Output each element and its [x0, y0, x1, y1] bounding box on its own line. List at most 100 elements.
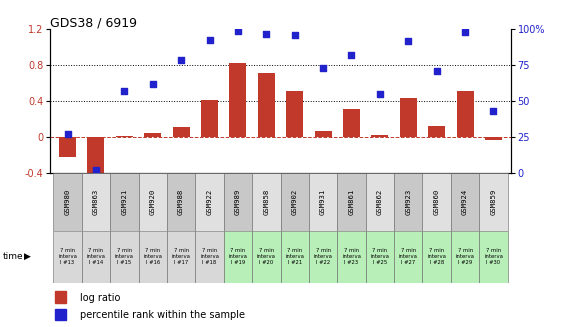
Bar	[451, 231, 479, 283]
Text: 7 min
interva
l #17: 7 min interva l #17	[172, 249, 191, 265]
Bar	[110, 173, 139, 231]
Point	[461, 30, 470, 35]
Text: GSM902: GSM902	[292, 189, 298, 215]
Text: GSM858: GSM858	[263, 189, 269, 215]
Text: GSM980: GSM980	[65, 189, 71, 215]
Text: 7 min
interva
l #22: 7 min interva l #22	[314, 249, 333, 265]
Text: GSM863: GSM863	[93, 189, 99, 215]
Point	[91, 168, 100, 173]
Text: 7 min
interva
l #25: 7 min interva l #25	[370, 249, 389, 265]
Text: GSM862: GSM862	[377, 189, 383, 215]
Bar	[55, 291, 66, 303]
Text: GSM924: GSM924	[462, 189, 468, 215]
Bar	[82, 173, 110, 231]
Bar	[366, 173, 394, 231]
Bar	[139, 173, 167, 231]
Bar	[116, 136, 133, 137]
Text: GSM861: GSM861	[348, 189, 355, 215]
Point	[404, 38, 413, 43]
Bar	[224, 231, 252, 283]
Bar	[343, 109, 360, 137]
Text: percentile rank within the sample: percentile rank within the sample	[80, 310, 245, 320]
Bar	[224, 173, 252, 231]
Bar	[53, 231, 82, 283]
Bar	[394, 173, 422, 231]
Bar	[201, 100, 218, 137]
Bar	[252, 173, 280, 231]
Bar	[229, 63, 246, 137]
Bar	[82, 231, 110, 283]
Bar	[428, 126, 445, 137]
Text: GSM920: GSM920	[150, 189, 156, 215]
Bar	[144, 133, 161, 137]
Text: 7 min
interva
l #21: 7 min interva l #21	[285, 249, 304, 265]
Point	[262, 31, 271, 36]
Bar	[258, 73, 275, 137]
Text: GSM922: GSM922	[206, 189, 213, 215]
Bar	[280, 173, 309, 231]
Text: 7 min
interva
l #29: 7 min interva l #29	[456, 249, 475, 265]
Text: 7 min
interva
l #19: 7 min interva l #19	[228, 249, 247, 265]
Bar	[195, 173, 224, 231]
Text: 7 min
interva
l #27: 7 min interva l #27	[399, 249, 418, 265]
Bar	[195, 231, 224, 283]
Bar	[457, 91, 473, 137]
Bar	[337, 231, 366, 283]
Point	[290, 33, 299, 38]
Text: GSM860: GSM860	[434, 189, 440, 215]
Text: ▶: ▶	[24, 252, 31, 261]
Text: GSM931: GSM931	[320, 189, 326, 215]
Bar	[309, 173, 337, 231]
Bar	[280, 231, 309, 283]
Bar	[485, 137, 502, 140]
Bar	[110, 231, 139, 283]
Bar	[88, 137, 104, 181]
Bar	[167, 231, 195, 283]
Text: 7 min
interva
l #23: 7 min interva l #23	[342, 249, 361, 265]
Bar	[394, 231, 422, 283]
Point	[319, 66, 328, 71]
Text: GSM988: GSM988	[178, 189, 184, 215]
Point	[63, 132, 72, 137]
Text: GSM989: GSM989	[235, 189, 241, 215]
Bar	[479, 231, 508, 283]
Bar	[422, 173, 451, 231]
Text: 7 min
interva
l #30: 7 min interva l #30	[484, 249, 503, 265]
Text: GSM859: GSM859	[490, 189, 496, 215]
Bar	[59, 137, 76, 157]
Bar	[139, 231, 167, 283]
Bar	[422, 231, 451, 283]
Text: GSM923: GSM923	[405, 189, 411, 215]
Text: 7 min
interva
l #14: 7 min interva l #14	[86, 249, 105, 265]
Text: time: time	[3, 252, 24, 261]
Point	[177, 57, 186, 62]
Text: 7 min
interva
l #16: 7 min interva l #16	[143, 249, 162, 265]
Bar	[286, 91, 303, 137]
Bar	[55, 309, 66, 320]
Bar	[53, 173, 82, 231]
Bar	[451, 173, 479, 231]
Text: 7 min
interva
l #13: 7 min interva l #13	[58, 249, 77, 265]
Bar	[371, 135, 388, 137]
Point	[489, 109, 498, 114]
Point	[347, 53, 356, 58]
Point	[233, 28, 242, 33]
Text: GSM921: GSM921	[121, 189, 127, 215]
Text: 7 min
interva
l #18: 7 min interva l #18	[200, 249, 219, 265]
Bar	[400, 98, 417, 137]
Bar	[337, 173, 366, 231]
Point	[432, 69, 441, 74]
Bar	[173, 127, 190, 137]
Bar	[479, 173, 508, 231]
Text: 7 min
interva
l #28: 7 min interva l #28	[427, 249, 446, 265]
Bar	[252, 231, 280, 283]
Point	[120, 89, 129, 94]
Bar	[366, 231, 394, 283]
Text: log ratio: log ratio	[80, 293, 121, 303]
Text: GDS38 / 6919: GDS38 / 6919	[50, 16, 137, 29]
Bar	[167, 173, 195, 231]
Text: 7 min
interva
l #15: 7 min interva l #15	[115, 249, 134, 265]
Point	[148, 81, 157, 87]
Point	[375, 92, 384, 97]
Text: 7 min
interva
l #20: 7 min interva l #20	[257, 249, 276, 265]
